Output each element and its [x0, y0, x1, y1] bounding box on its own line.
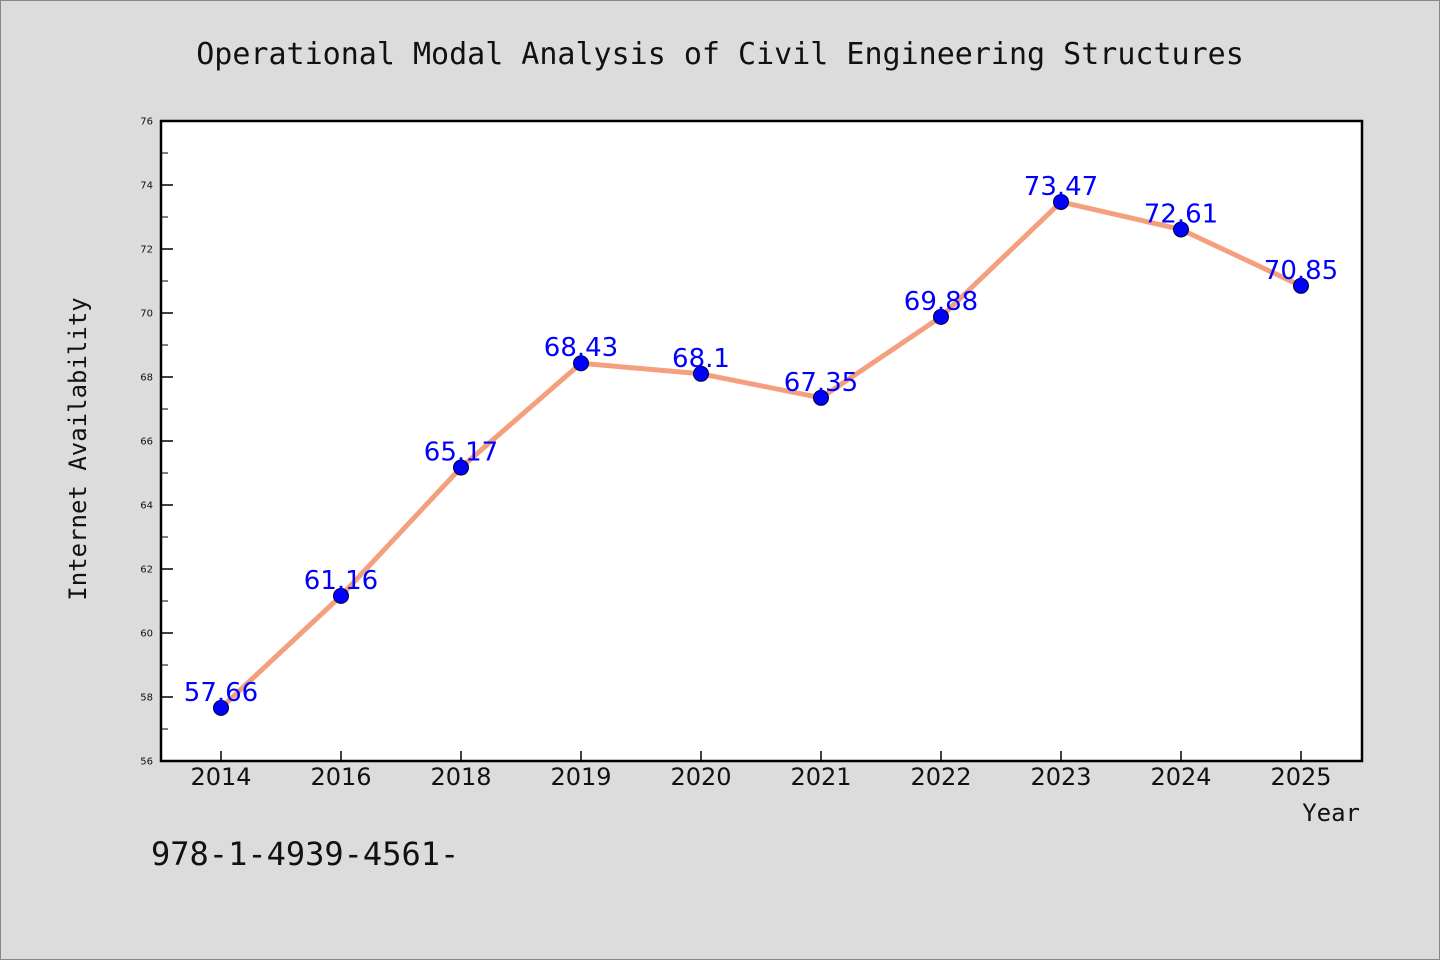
data-label: 57.66 — [184, 678, 258, 708]
y-tick-label: 56 — [140, 757, 153, 768]
series-line — [218, 199, 1304, 711]
x-tick-label: 2024 — [1150, 763, 1211, 791]
data-label: 65.17 — [424, 438, 498, 468]
y-tick-label: 72 — [140, 245, 153, 256]
data-label: 67.35 — [784, 368, 858, 398]
y-tick-label: 58 — [140, 693, 153, 704]
data-point — [1173, 221, 1189, 238]
x-axis-ticks: 2014 2016 2018 2019 2020 2021 2022 2023 2024 2025 — [190, 751, 1332, 791]
y-tick-label: 66 — [140, 437, 153, 448]
x-tick-label: 2022 — [910, 763, 971, 791]
x-tick-label: 2020 — [670, 763, 731, 791]
y-tick-label: 74 — [140, 181, 153, 192]
series-line-group — [218, 199, 1304, 711]
chart-title: Operational Modal Analysis of Civil Engi… — [196, 37, 1244, 72]
data-point — [813, 389, 829, 406]
data-labels: 57.66 61.16 65.17 68.43 68.1 67.35 69.88 73.47 7… — [184, 172, 1338, 708]
x-tick-label: 2019 — [550, 763, 611, 791]
y-tick-label: 70 — [140, 309, 153, 320]
y-tick-label: 68 — [140, 373, 153, 384]
data-point — [1293, 277, 1309, 294]
data-point — [573, 355, 589, 372]
data-point — [933, 308, 949, 325]
data-point — [333, 587, 349, 604]
data-label: 68.1 — [672, 344, 730, 374]
data-label: 61.16 — [304, 566, 378, 596]
x-tick-label: 2016 — [310, 763, 371, 791]
data-markers — [213, 193, 1309, 716]
data-point — [1053, 193, 1069, 210]
data-point — [213, 699, 229, 716]
y-tick-label: 64 — [140, 501, 153, 512]
data-point — [453, 459, 469, 476]
data-point — [693, 365, 709, 382]
y-tick-label: 60 — [140, 629, 153, 640]
x-tick-label: 2014 — [190, 763, 251, 791]
y-tick-label: 76 — [140, 117, 153, 128]
data-label: 70.85 — [1264, 256, 1338, 286]
plot-area — [159, 119, 1364, 763]
y-tick-label: 62 — [140, 565, 153, 576]
y-axis-ticks: 56 58 60 62 64 66 68 70 72 74 76 — [140, 117, 173, 768]
x-tick-label: 2023 — [1030, 763, 1091, 791]
data-label: 72.61 — [1144, 199, 1218, 229]
data-label: 73.47 — [1024, 172, 1098, 202]
data-label: 69.88 — [904, 287, 978, 317]
x-axis-label: Year — [1302, 799, 1360, 827]
x-tick-label: 2025 — [1270, 763, 1331, 791]
x-tick-label: 2021 — [790, 763, 851, 791]
y-axis-label: Internet Availability — [64, 297, 92, 600]
caption-text: 978-1-4939-4561- — [151, 835, 459, 873]
x-tick-label: 2018 — [430, 763, 491, 791]
data-label: 68.43 — [544, 333, 618, 363]
